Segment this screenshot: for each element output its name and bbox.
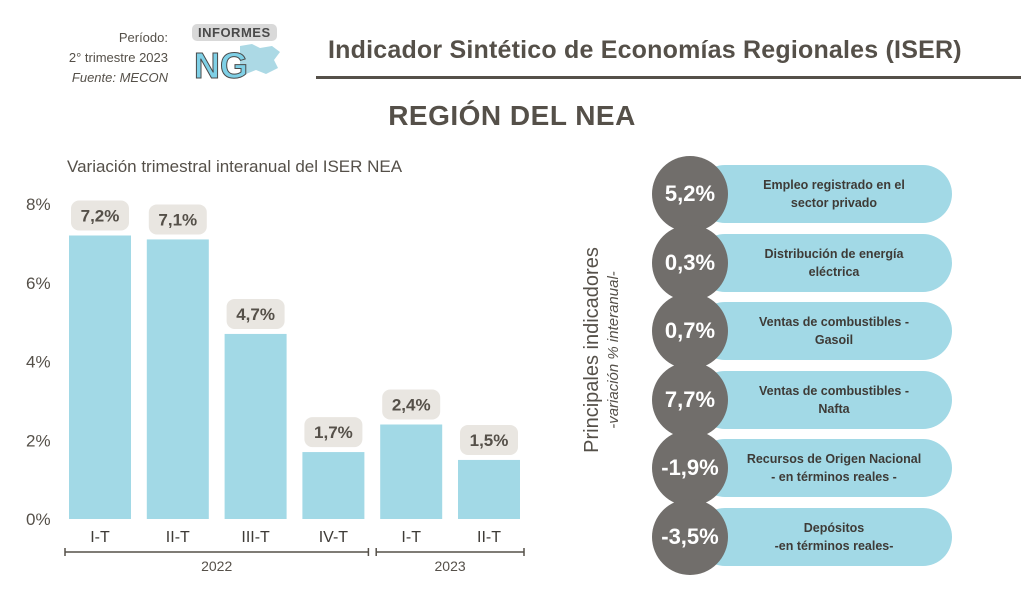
indicator-label-pill: Depósitos -en términos reales-	[696, 508, 952, 566]
indicator-label-pill: Distribución de energía eléctrica	[696, 234, 952, 292]
indicator-label: Empleo registrado en el sector privado	[763, 178, 905, 210]
bar	[458, 459, 520, 519]
indicator-label-pill: Empleo registrado en el sector privado	[696, 165, 952, 223]
bar	[380, 424, 443, 519]
y-tick-label: 6%	[26, 274, 51, 293]
indicator-item: Recursos de Origen Nacional - en término…	[652, 430, 954, 506]
bar	[224, 333, 287, 519]
y-tick-label: 2%	[26, 431, 51, 450]
report-meta: Período: 2° trimestre 2023 Fuente: MECON	[0, 28, 168, 88]
indicator-label-pill: Ventas de combustibles - Nafta	[696, 371, 952, 429]
indicators-panel-title: Principales indicadores -variación % int…	[572, 200, 632, 500]
year-label: 2022	[201, 558, 232, 574]
title-divider	[316, 76, 1021, 79]
data-label: 1,7%	[314, 423, 353, 442]
x-tick-label: IV-T	[319, 529, 349, 546]
indicator-label: Distribución de energía eléctrica	[764, 247, 904, 279]
data-label: 1,5%	[470, 431, 509, 450]
region-title: REGIÓN DEL NEA	[388, 100, 636, 131]
data-label-bg	[226, 298, 285, 329]
logo-text: NG	[194, 45, 248, 84]
iser-bar-chart: 0% 2% 4% 6% 8% 7,2% I-T 7,1% II-T 4,7% III-T 1,7% IV…	[26, 195, 525, 574]
logo-mark-icon: NG	[194, 44, 280, 84]
bar	[69, 235, 131, 519]
indicator-label-pill: Ventas de combustibles - Gasoil	[696, 302, 952, 360]
indicator-value-badge: -3,5%	[652, 499, 728, 575]
period-label: Período:	[118, 30, 168, 45]
indicators-subtitle: -variación % interanual-	[605, 271, 622, 429]
indicator-label: Ventas de combustibles - Nafta	[758, 384, 910, 416]
period-value: 2° trimestre 2023	[68, 50, 168, 65]
data-label-bg	[71, 200, 129, 231]
data-label: 2,4%	[392, 396, 431, 415]
data-label-bg	[304, 417, 363, 448]
bar	[146, 239, 209, 519]
data-label-bg	[148, 204, 207, 235]
y-tick-label: 0%	[26, 510, 51, 529]
indicator-label-pill: Recursos de Origen Nacional - en término…	[696, 439, 952, 497]
indicator-value-badge: 0,3%	[652, 225, 728, 301]
indicator-label: Recursos de Origen Nacional - en término…	[746, 452, 922, 484]
data-label-bg	[382, 389, 441, 420]
chart-title: Variación trimestral interanual del ISER…	[67, 157, 403, 176]
indicator-item: Depósitos -en términos reales- -3,5%	[652, 499, 954, 575]
indicator-item: Ventas de combustibles - Nafta 7,7%	[652, 362, 954, 438]
year-label: 2023	[435, 558, 466, 574]
indicator-value-badge: -1,9%	[652, 430, 728, 506]
data-label: 7,2%	[81, 207, 120, 226]
data-label: 4,7%	[236, 305, 275, 324]
indicator-label: Depósitos -en términos reales-	[774, 521, 894, 553]
page-title: Indicador Sintético de Economías Regiona…	[328, 36, 962, 64]
source-label: Fuente: MECON	[71, 70, 168, 85]
ng-informes-logo: NG INFORMES	[190, 24, 290, 84]
indicator-item: Ventas de combustibles - Gasoil 0,7%	[652, 293, 954, 369]
x-tick-label: II-T	[477, 529, 501, 546]
bar	[302, 452, 365, 519]
x-tick-label: II-T	[166, 529, 190, 546]
logo-tag: INFORMES	[192, 24, 277, 41]
indicator-value-badge: 0,7%	[652, 293, 728, 369]
x-tick-label: I-T	[401, 529, 421, 546]
indicators-title: Principales indicadores	[581, 247, 603, 453]
data-label-bg	[460, 424, 518, 455]
x-tick-label: III-T	[241, 529, 270, 546]
y-tick-label: 8%	[26, 195, 51, 214]
x-tick-label: I-T	[90, 529, 110, 546]
indicator-label: Ventas de combustibles - Gasoil	[758, 315, 910, 347]
y-tick-label: 4%	[26, 353, 51, 372]
indicator-item: Empleo registrado en el sector privado 5…	[652, 156, 954, 232]
data-label: 7,1%	[158, 210, 197, 229]
indicator-value-badge: 7,7%	[652, 362, 728, 438]
indicator-item: Distribución de energía eléctrica 0,3%	[652, 225, 954, 301]
indicator-value-badge: 5,2%	[652, 156, 728, 232]
